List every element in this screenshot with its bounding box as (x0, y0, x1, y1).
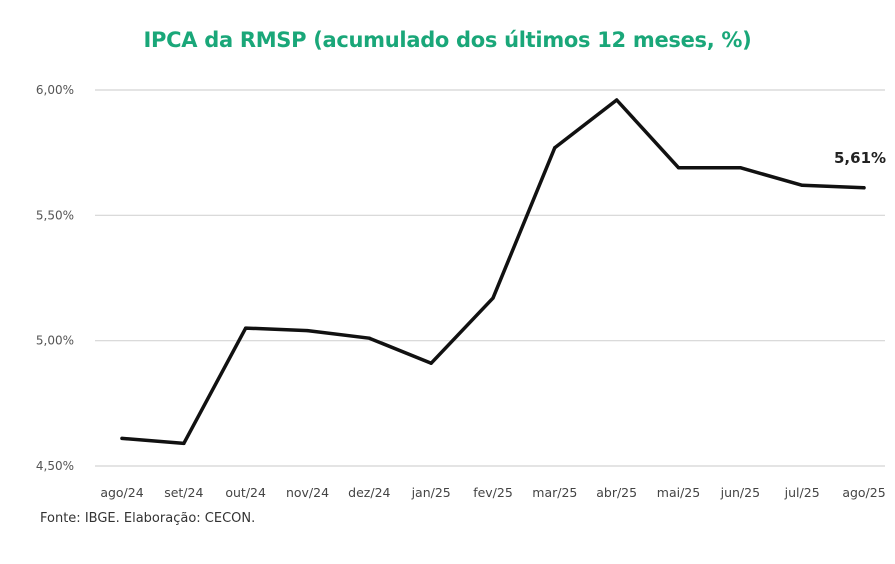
data-point (182, 441, 186, 446)
x-tick-label: mar/25 (532, 485, 577, 500)
data-point (676, 166, 681, 170)
x-tick-label: jul/25 (784, 485, 820, 500)
x-tick-label: ago/25 (842, 485, 885, 500)
series-group (120, 98, 866, 446)
y-tick-label: 6,00% (36, 83, 74, 97)
grid-lines (95, 89, 885, 467)
data-point (862, 186, 866, 190)
x-tick-label: ago/24 (100, 485, 143, 500)
data-label: 5,61% (834, 149, 886, 167)
data-labels: 5,61% (834, 149, 886, 167)
y-tick-label: 5,50% (36, 208, 74, 222)
y-tick-label: 5,00% (36, 334, 74, 348)
source-note: Fonte: IBGE. Elaboração: CECON. (40, 511, 256, 526)
y-axis: 4,50% 5,00% 5,50% 6,00% (36, 83, 74, 473)
data-point (553, 146, 557, 150)
data-point (429, 361, 433, 365)
data-point (738, 166, 742, 170)
x-axis: ago/24 set/24 out/24 nov/24 dez/24 jan/25 fev/… (100, 485, 885, 500)
chart-title: IPCA da RMSP (acumulado dos últimos 12 m… (143, 28, 752, 52)
x-tick-label: set/24 (164, 485, 203, 500)
data-point (244, 326, 248, 330)
data-point (120, 436, 124, 441)
x-tick-label: mai/25 (657, 485, 700, 500)
series-line (120, 98, 866, 446)
x-tick-label: fev/25 (473, 485, 513, 500)
x-tick-label: dez/24 (348, 485, 390, 500)
data-point (491, 296, 495, 300)
y-tick-label: 4,50% (36, 459, 74, 473)
x-tick-label: jan/25 (411, 485, 451, 500)
data-point (800, 183, 804, 187)
x-tick-label: abr/25 (596, 485, 637, 500)
x-tick-label: nov/24 (286, 485, 329, 500)
data-point (615, 98, 619, 102)
x-tick-label: jun/25 (720, 485, 760, 500)
x-tick-label: out/24 (225, 485, 266, 500)
data-point (305, 329, 310, 333)
data-point (367, 336, 371, 340)
